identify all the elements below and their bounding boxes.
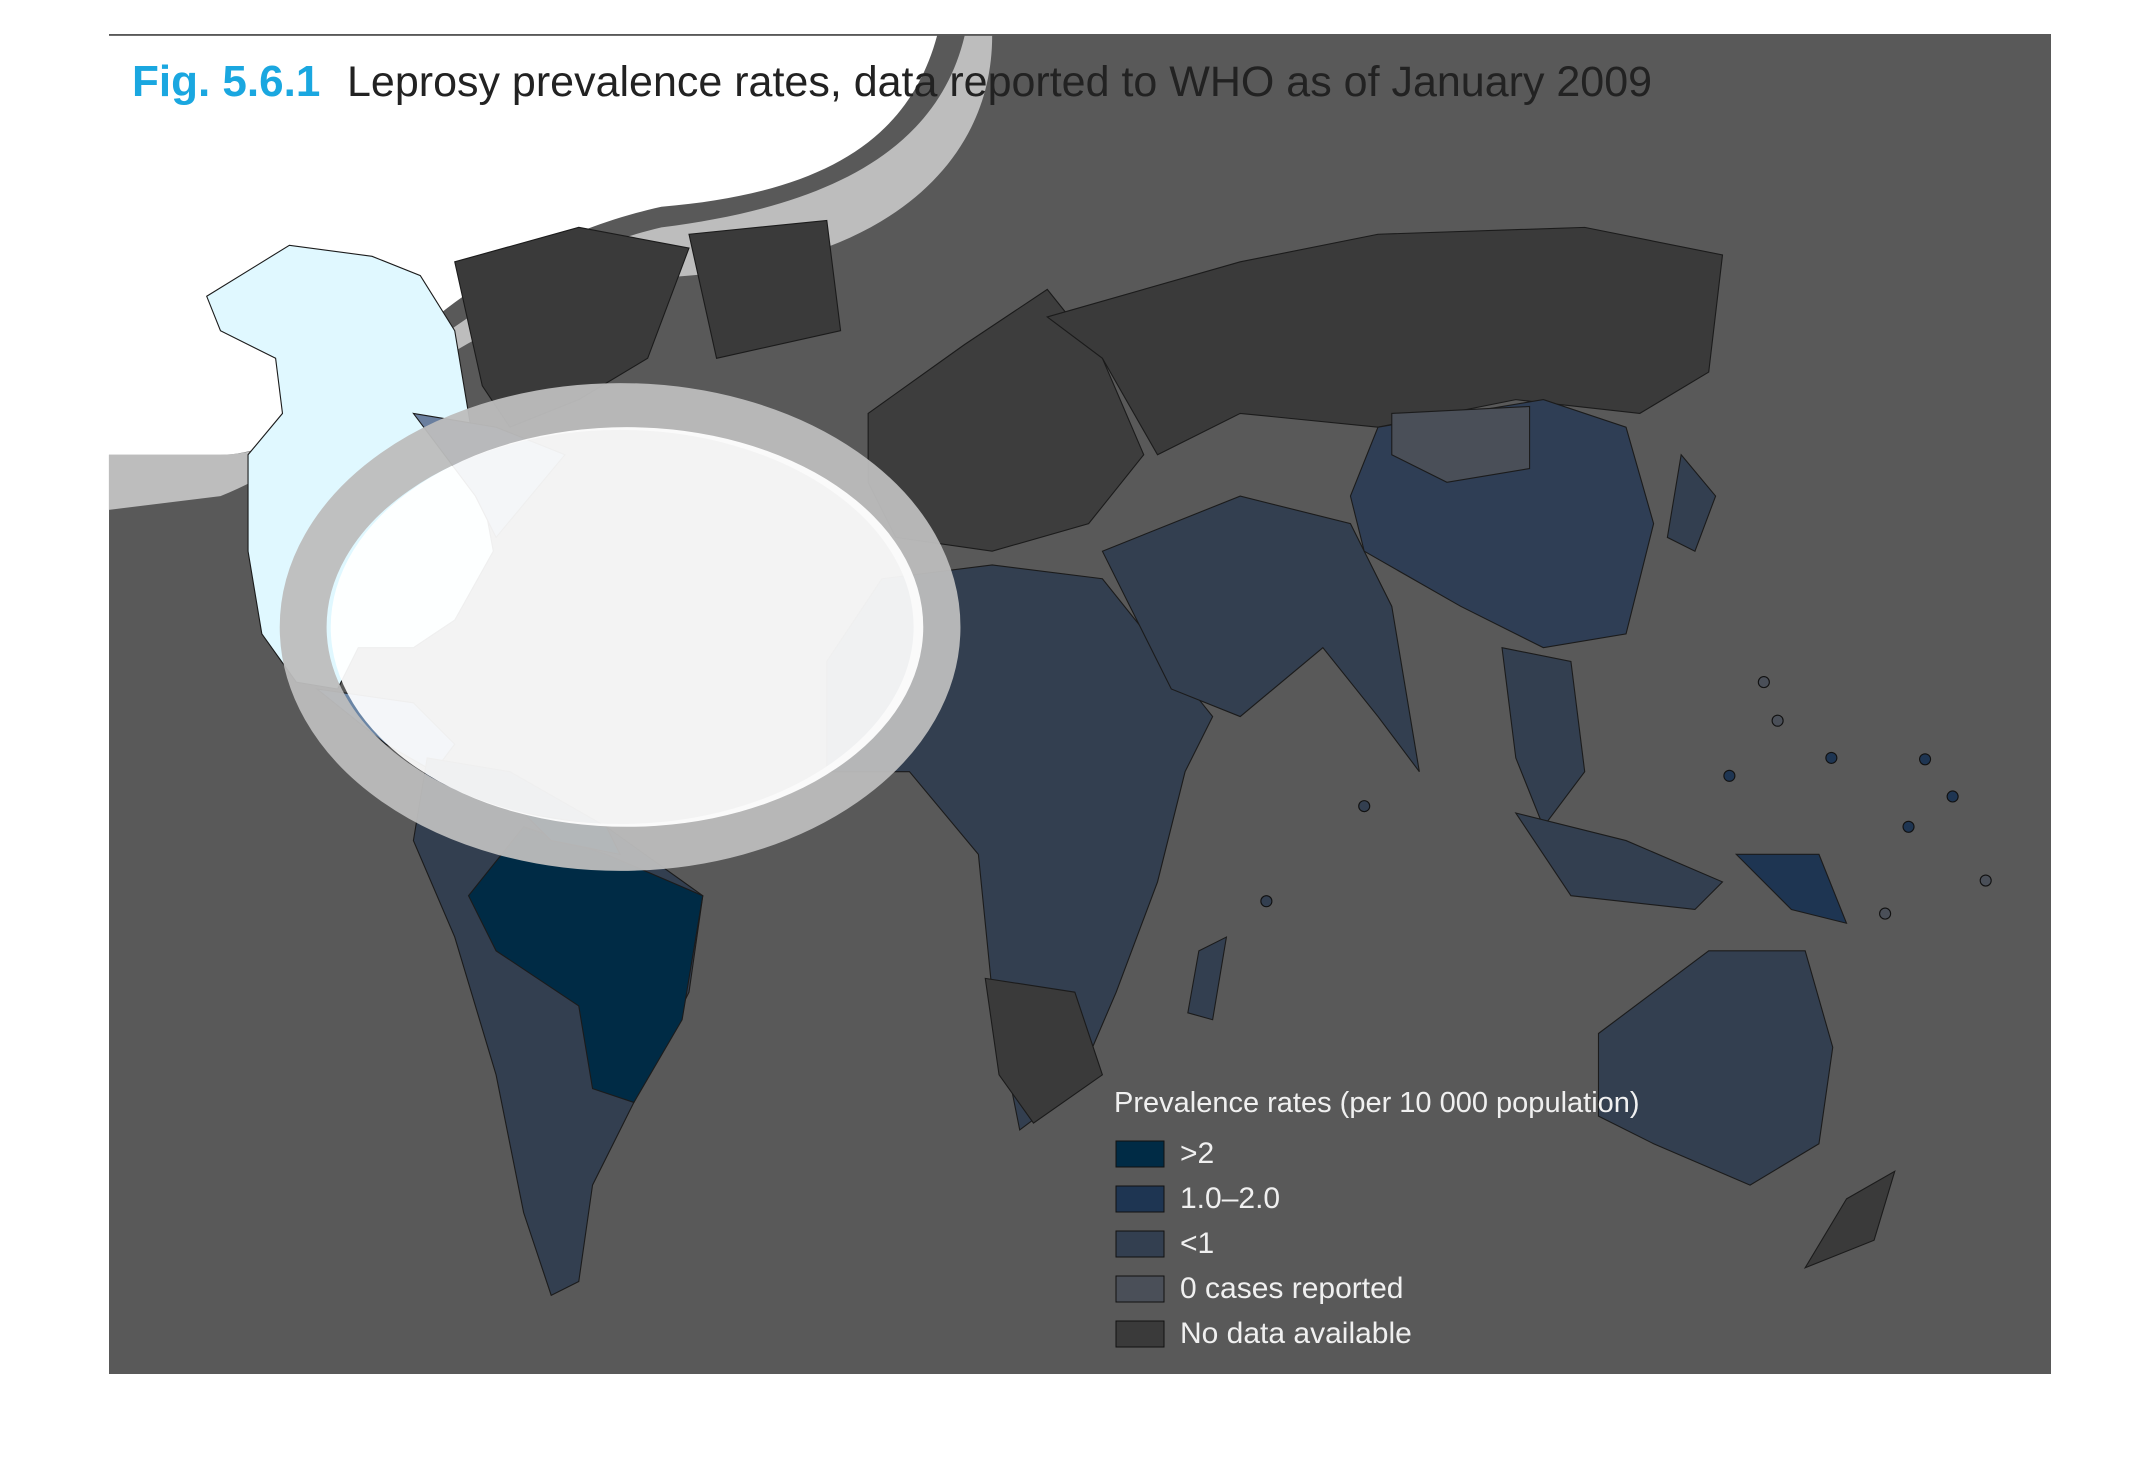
figure-label: Fig. 5.6.1 bbox=[132, 57, 320, 106]
legend-swatch bbox=[1115, 1230, 1165, 1258]
legend-swatch bbox=[1115, 1185, 1165, 1213]
japan bbox=[1666, 453, 1717, 552]
legend-label: 0 cases reported bbox=[1180, 1272, 1403, 1305]
southeast-asia bbox=[1501, 646, 1586, 828]
legend-swatch bbox=[1115, 1320, 1165, 1348]
map bbox=[108, 35, 1992, 1297]
legend-label: No data available bbox=[1180, 1317, 1412, 1350]
legend-swatch bbox=[1115, 1275, 1165, 1303]
legend-title: Prevalence rates (per 10 000 population) bbox=[1114, 1087, 1640, 1119]
russia bbox=[1046, 226, 1724, 456]
mongolia bbox=[1391, 405, 1531, 483]
legend-label: 1.0–2.0 bbox=[1180, 1182, 1280, 1215]
glow-ring bbox=[279, 383, 961, 871]
land bbox=[206, 219, 1896, 1297]
figure-title: Leprosy prevalence rates, data reported … bbox=[347, 58, 1652, 106]
papua-new-guinea bbox=[1734, 853, 1848, 925]
legend-swatch bbox=[1115, 1140, 1165, 1168]
new-zealand bbox=[1803, 1170, 1896, 1269]
southern-africa bbox=[984, 977, 1104, 1124]
west-south-asia bbox=[1101, 495, 1420, 773]
glow-center bbox=[330, 427, 924, 827]
indonesia bbox=[1514, 812, 1724, 911]
island-markers bbox=[1260, 676, 1992, 920]
legend-label: >2 bbox=[1180, 1137, 1214, 1170]
legend: >2 1.0–2.0 <1 0 cases reported No data avail… bbox=[1115, 1137, 1412, 1350]
legend-label: <1 bbox=[1180, 1227, 1214, 1260]
arctic-islands bbox=[688, 219, 842, 359]
australia bbox=[1597, 950, 1834, 1186]
madagascar bbox=[1187, 936, 1228, 1021]
greenland bbox=[454, 226, 690, 428]
